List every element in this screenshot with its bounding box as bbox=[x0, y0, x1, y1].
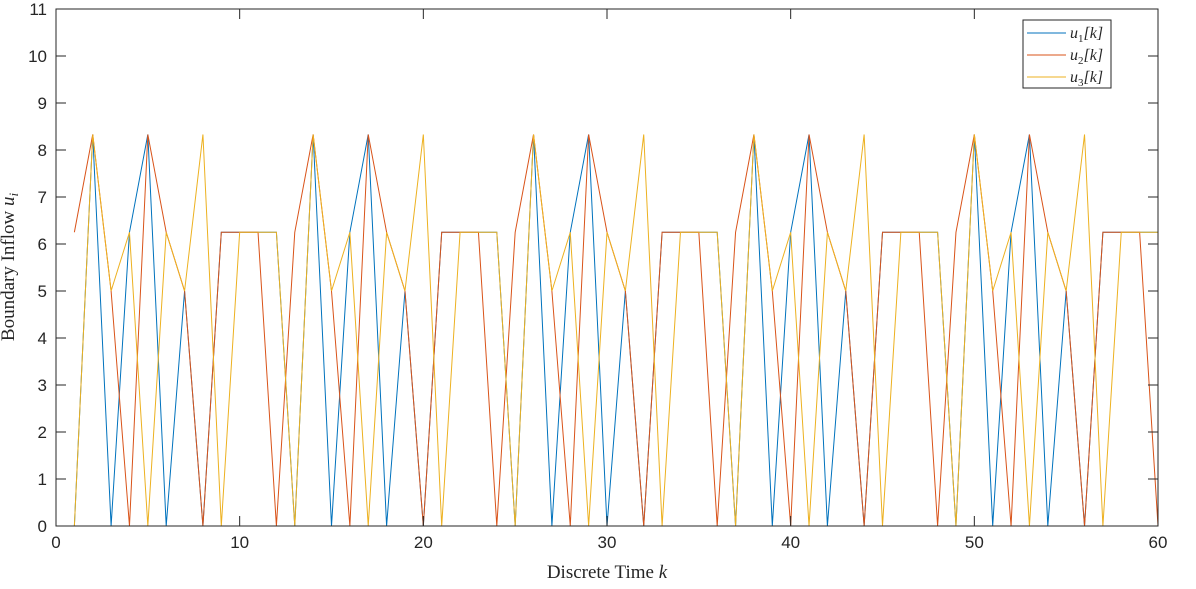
y-tick-label: 6 bbox=[38, 235, 47, 254]
y-axis-label: Boundary Inflow ui bbox=[0, 193, 21, 342]
legend-label-u1: u1[k] bbox=[1070, 25, 1103, 45]
legend-label-u2: u2[k] bbox=[1070, 47, 1103, 67]
series-line-u3 bbox=[73, 134, 1158, 527]
legend: u1[k]u2[k]u3[k] bbox=[1022, 19, 1112, 89]
y-axis-label-var: u bbox=[0, 197, 19, 207]
x-tick-label: 60 bbox=[1149, 533, 1168, 552]
y-tick-label: 4 bbox=[38, 329, 47, 348]
y-tick-label: 3 bbox=[38, 376, 47, 395]
y-tick-label: 2 bbox=[38, 423, 47, 442]
y-tick-label: 0 bbox=[38, 517, 47, 536]
y-axis-ticks: 0 1 2 3 4 5 6 7 8 9 10 11 bbox=[28, 0, 1158, 536]
x-axis-label: Discrete Time k bbox=[547, 562, 668, 583]
y-tick-label: 1 bbox=[38, 470, 47, 489]
legend-items: u1[k]u2[k]u3[k] bbox=[1027, 25, 1103, 89]
legend-label-u3: u3[k] bbox=[1070, 69, 1103, 89]
y-axis-label-text: Boundary Inflow bbox=[0, 210, 19, 341]
y-tick-label: 5 bbox=[38, 282, 47, 301]
x-tick-label: 10 bbox=[230, 533, 249, 552]
y-tick-label: 8 bbox=[38, 141, 47, 160]
x-axis-label-text: Discrete Time bbox=[547, 562, 654, 583]
x-tick-label: 20 bbox=[414, 533, 433, 552]
x-tick-label: 30 bbox=[598, 533, 617, 552]
x-tick-label: 0 bbox=[51, 533, 60, 552]
x-axis-ticks: 0 10 20 30 40 50 60 bbox=[51, 9, 1167, 552]
x-axis-label-var: k bbox=[659, 562, 668, 583]
x-tick-label: 40 bbox=[781, 533, 800, 552]
y-tick-label: 11 bbox=[29, 0, 47, 19]
y-tick-label: 7 bbox=[38, 188, 47, 207]
x-tick-label: 50 bbox=[965, 533, 984, 552]
y-tick-label: 10 bbox=[28, 47, 47, 66]
y-tick-label: 9 bbox=[38, 94, 47, 113]
series-layer bbox=[73, 134, 1159, 527]
plot-area bbox=[56, 9, 1158, 526]
y-axis-label-sub: i bbox=[6, 193, 21, 197]
